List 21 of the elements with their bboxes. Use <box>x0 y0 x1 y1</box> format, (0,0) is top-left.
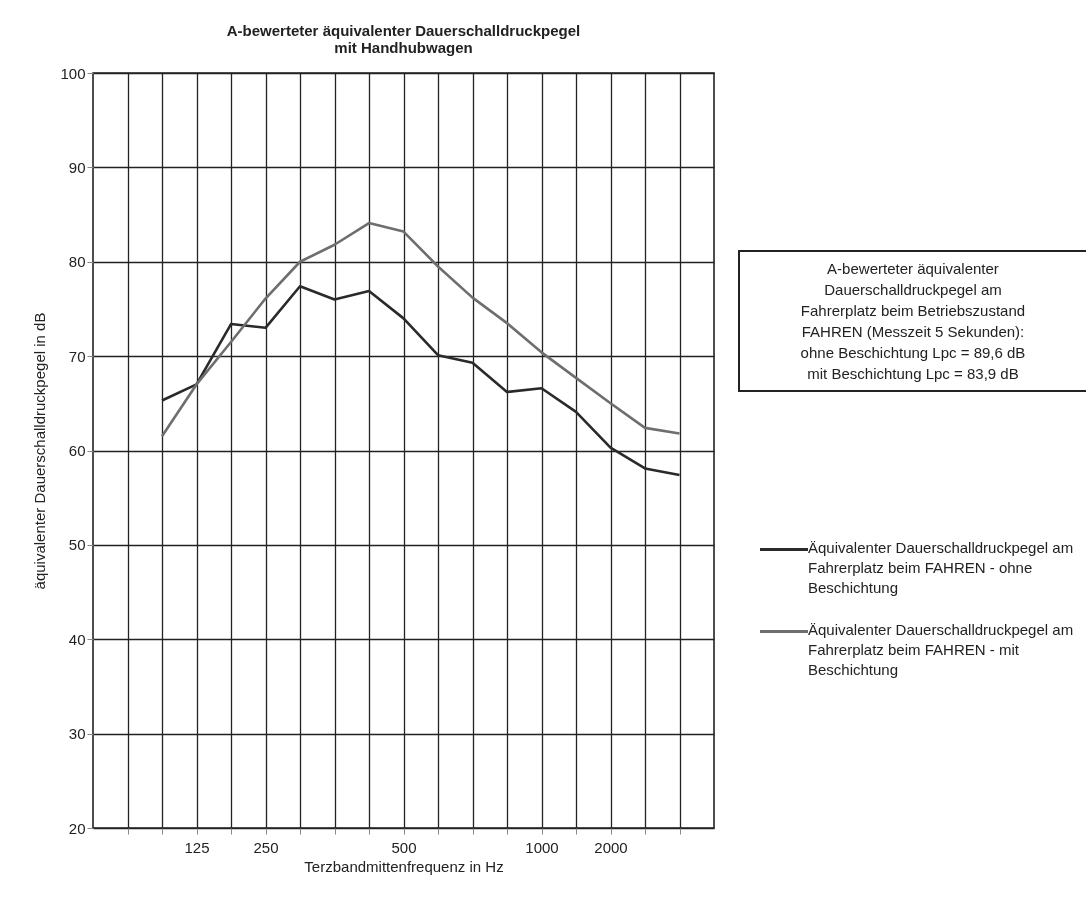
legend-label: Äquivalenter Dauerschalldruckpegel am Fahrerplatz beim FAHREN - mit Beschichtung <box>808 620 1075 680</box>
legend-label: Äquivalenter Dauerschalldruckpegel am Fahrerplatz beim FAHREN - ohne Beschichtung <box>808 538 1075 598</box>
chart-title: A-bewerteter äquivalenter Dauerschalldruckpegel mit Handhubwagen <box>226 22 581 56</box>
x-tick-label: 500 <box>391 838 417 856</box>
y-tick-label: 40 <box>68 630 86 648</box>
y-tick-label: 90 <box>68 158 86 176</box>
x-tick-label: 1000 <box>525 838 559 856</box>
x-tick-label: 2000 <box>594 838 628 856</box>
y-tick-label: 30 <box>68 725 86 743</box>
x-tick-label: 250 <box>253 838 279 856</box>
y-tick-label: 100 <box>60 64 86 82</box>
x-tick-label: 125 <box>184 838 210 856</box>
line-series <box>160 221 681 438</box>
y-tick-label: 50 <box>68 536 86 554</box>
y-tick-label: 70 <box>68 347 86 365</box>
text: A-bewerteter äquivalenter Dauerschalldruckpegel am Fahrerplatz beim Betriebszustand FAHREN (Messzeit 5 Sekunden): ohne Beschichtung Lpc = 89,6 dB mit Beschichtung Lpc = 83,9 dB <box>799 259 1027 384</box>
x-axis-title: Terzbandmittenfrequenz in Hz <box>304 857 504 875</box>
y-tick-label: 60 <box>68 442 86 459</box>
y-axis-title: äquivalenter Dauerschalldruckpegel in dB <box>31 312 49 590</box>
y-tick-label: 80 <box>68 253 86 271</box>
y-tick-label: 20 <box>68 819 86 837</box>
